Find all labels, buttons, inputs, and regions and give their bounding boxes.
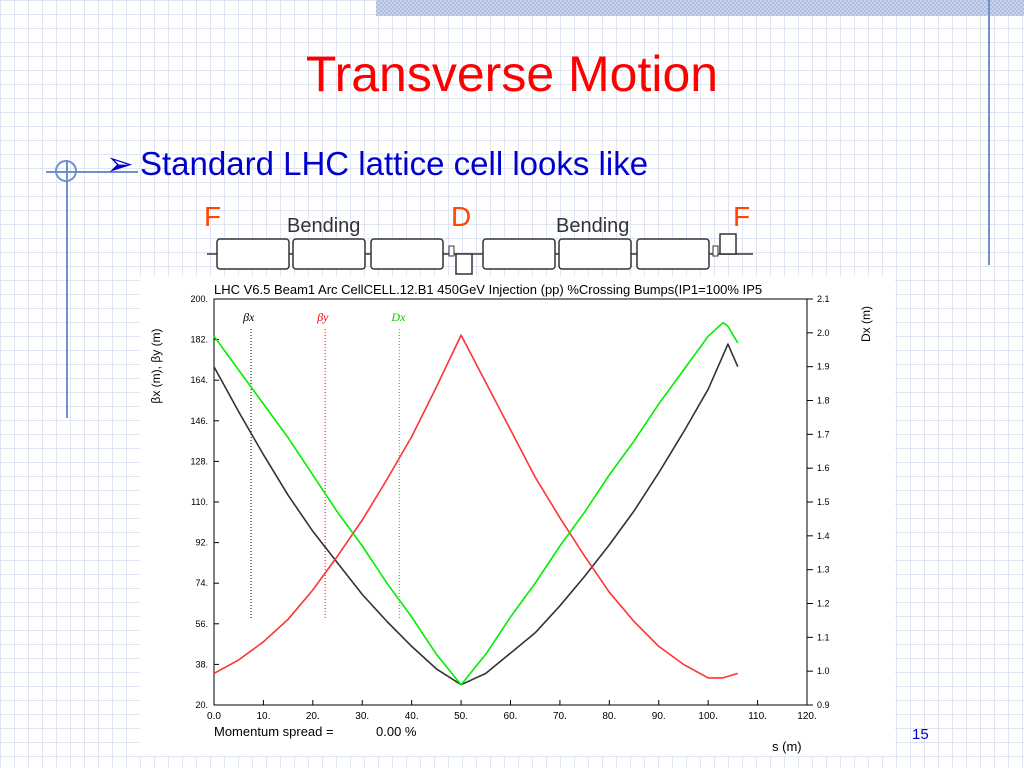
x-axis: 0.0 10. 20. 30. 40. 50. 60. 70. 80. 90. 100. 110. 12… [207,700,817,722]
y2-tick-label: 1.0 [817,666,830,676]
x-tick-label: 70. [553,711,567,722]
y2-tick-label: 1.7 [817,429,830,439]
dipole-magnet [370,238,444,270]
horizontal-rule [46,171,138,173]
lattice-label-bending-left: Bending [287,215,360,237]
series-line [213,343,739,686]
bullet-text: Standard LHC lattice cell looks like [140,145,649,182]
y2-tick-label: 2.0 [817,328,830,338]
y2-tick-label: 1.6 [817,463,830,473]
slide-title: Transverse Motion [305,46,719,102]
optics-chart: LHC V6.5 Beam1 Arc CellCELL.12.B1 450GeV… [140,276,895,756]
lattice-cell-diagram: F Bending D Bending F [204,201,753,275]
y2-tick-label: 1.9 [817,362,830,372]
y-tick-label: 146. [190,416,208,426]
chart-series [213,321,739,686]
circle-ornament-icon [55,160,77,182]
x-tick-label: 120. [797,711,816,722]
y-tick-label: 92. [195,538,208,548]
lattice-label-d: D [451,201,471,232]
x-tick-label: 80. [602,711,616,722]
legend-label: βy [316,310,329,324]
momentum-spread-value: 0.00 % [376,724,417,739]
bullet-item: ➢ Standard LHC lattice cell looks like [106,140,648,188]
x-tick-label: 100. [698,711,717,722]
chart-legend: βx βy Dx [242,310,406,619]
y-tick-label: 164. [190,375,208,385]
y-axis-right: 0.9 1.0 1.1 1.2 1.3 1.4 1.5 1.6 1.7 1.8 1.9 2.0 2.1 [807,294,830,710]
x-tick-label: 90. [652,711,666,722]
x-tick-label: 20. [306,711,320,722]
series-line [213,321,739,686]
y-tick-label: 200. [190,294,208,304]
y-tick-label: 182. [190,335,208,345]
focusing-quadrupole [719,233,737,255]
y2-tick-label: 1.3 [817,565,830,575]
y2-tick-label: 1.8 [817,396,830,406]
left-vertical-rule [66,160,68,418]
x-tick-label: 40. [405,711,419,722]
y2-tick-label: 1.5 [817,497,830,507]
arrow-bullet-icon: ➢ [106,145,134,182]
y-tick-label: 20. [195,700,208,710]
momentum-spread-label: Momentum spread = [214,724,334,739]
defocusing-quadrupole [455,253,473,275]
x-tick-label: 50. [454,711,468,722]
x-tick-label: 60. [504,711,518,722]
y2-tick-label: 1.4 [817,531,830,541]
x-tick-label: 30. [355,711,369,722]
legend-label: Dx [390,310,406,324]
dipole-magnet [558,238,632,270]
lattice-label-f-left: F [204,201,221,232]
x-tick-label: 10. [256,711,270,722]
x-tick-label: 110. [748,711,767,722]
lattice-label-bending-right: Bending [556,215,629,237]
right-vertical-rule [988,0,990,265]
y2-tick-label: 1.1 [817,632,830,642]
y-tick-label: 74. [195,578,208,588]
corrector-magnet [712,245,719,257]
top-decorative-band [376,0,1024,16]
y-axis-left: 20. 38. 56. 74. 92. 110. 128. 146. 164. 182. 200. [190,294,219,710]
dipole-magnet [292,238,366,270]
corrector-magnet [448,245,455,257]
lattice-label-f-right: F [733,201,750,232]
series-line [213,334,739,679]
x-axis-label: s (m) [772,739,802,754]
beamline [207,233,753,275]
chart-background [140,276,895,756]
y-tick-label: 110. [191,497,208,507]
y-tick-label: 56. [195,619,208,629]
y2-tick-label: 1.2 [817,599,830,609]
y-tick-label: 128. [190,456,208,466]
y-axis-label: βx (m), βy (m) [149,328,163,403]
y-tick-label: 38. [195,659,208,669]
legend-label: βx [242,310,255,324]
dipole-magnet [482,238,556,270]
y2-tick-label: 0.9 [817,700,830,710]
y2-axis-label: Dx (m) [859,306,873,342]
y2-tick-label: 2.1 [817,294,830,304]
dipole-magnet [216,238,290,270]
x-tick-label: 0.0 [207,711,221,722]
dipole-magnet [636,238,710,270]
page-number: 15 [912,726,929,743]
chart-title: LHC V6.5 Beam1 Arc CellCELL.12.B1 450GeV… [214,282,762,297]
